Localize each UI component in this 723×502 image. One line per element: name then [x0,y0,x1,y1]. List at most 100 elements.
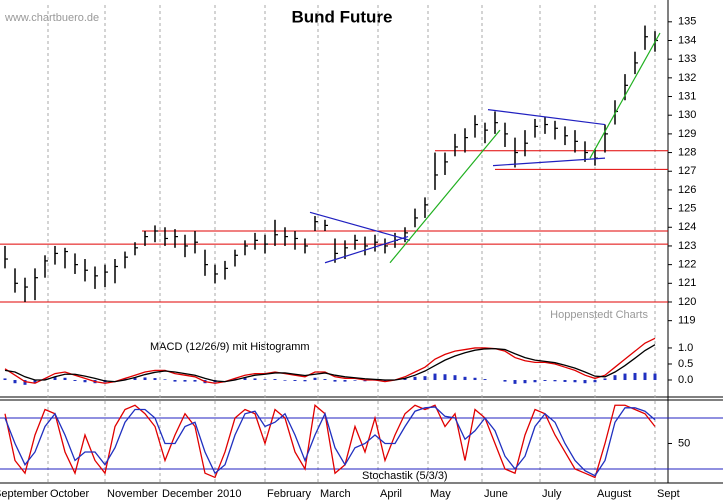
histogram-bar [503,380,507,382]
histogram-bar [303,380,307,382]
x-tick-label: April [380,488,402,500]
y-tick-label: 127 [678,165,696,177]
histogram-bar [173,380,177,382]
histogram-bar [573,380,577,383]
x-tick-label: March [320,488,351,500]
y-tick-label: 134 [678,34,696,46]
histogram-bar [633,372,637,381]
panel-label: Stochastik (5/3/3) [362,470,448,482]
histogram-bar [593,380,597,383]
x-tick-label: May [430,488,451,500]
histogram-bar [643,372,647,381]
y-tick-label: 129 [678,128,696,140]
histogram-bar [253,378,257,381]
y-tick-label: 124 [678,221,696,233]
histogram-bar [653,373,657,381]
y-tick-label: 133 [678,53,696,65]
histogram-bar [553,380,557,382]
x-tick-label: September [0,488,48,500]
histogram-bar [563,380,567,382]
histogram-bar [583,380,587,384]
histogram-bar [243,377,247,381]
y-tick-label: 121 [678,277,696,289]
chart-title: Bund Future [291,7,392,26]
histogram-bar [83,380,87,383]
histogram-bar [23,380,27,385]
histogram-bar [333,380,337,382]
histogram-bar [33,380,37,384]
histogram-bar [143,377,147,381]
series-line [4,406,656,477]
x-tick-label: February [267,488,312,500]
trend-line [492,157,606,167]
trend-line [324,236,409,264]
y-tick-label: 50 [678,437,690,449]
histogram-bar [313,377,317,381]
histogram-bar [483,379,487,381]
histogram-bar [623,373,627,381]
histogram-bar [513,380,517,384]
histogram-bar [323,379,327,381]
histogram-bar [283,380,287,381]
histogram-bar [433,373,437,381]
histogram-bar [543,380,547,381]
panel-label: MACD (12/26/9) mit Histogramm [150,341,310,353]
trend-line [389,129,501,264]
histogram-bar [523,380,527,384]
x-tick-label: August [597,488,631,500]
source: www.chartbuero.de [4,12,99,24]
y-tick-label: 1.0 [678,342,693,354]
series-line [4,404,656,479]
y-tick-label: 0.0 [678,374,693,386]
histogram-bar [53,376,57,381]
histogram-bar [463,376,467,381]
x-tick-label: November [107,488,158,500]
histogram-bar [473,377,477,381]
histogram-bar [413,376,417,381]
histogram-bar [383,380,387,382]
trend-line [589,32,661,159]
y-tick-label: 131 [678,90,696,102]
y-tick-label: 126 [678,184,696,196]
trend-line [309,211,411,241]
histogram-bar [273,379,277,381]
histogram-bar [183,380,187,382]
x-tick-label: June [484,488,508,500]
y-tick-label: 122 [678,259,696,271]
y-tick-label: 130 [678,109,696,121]
y-tick-label: 128 [678,146,696,158]
histogram-bar [3,378,7,381]
trend-line [487,109,606,126]
x-tick-label: December [162,488,213,500]
histogram-bar [163,379,167,381]
y-tick-label: 123 [678,240,696,252]
histogram-bar [233,378,237,381]
y-tick-label: 135 [678,16,696,28]
x-tick-label: 2010 [217,488,241,500]
y-tick-label: 132 [678,72,696,84]
y-tick-label: 120 [678,296,696,308]
histogram-bar [423,376,427,381]
histogram-bar [43,378,47,381]
histogram-bar [443,374,447,381]
histogram-bar [353,380,357,381]
series-line [4,344,656,383]
histogram-bar [13,380,17,384]
histogram-bar [533,380,537,383]
histogram-bar [153,378,157,381]
x-tick-label: Sept [657,488,680,500]
credit: Hoppenstedt Charts [550,309,648,321]
histogram-bar [343,380,347,382]
histogram-bar [603,378,607,381]
y-tick-label: 125 [678,202,696,214]
x-tick-label: October [50,488,89,500]
histogram-bar [73,380,77,381]
histogram-bar [263,379,267,381]
x-tick-label: July [542,488,562,500]
histogram-bar [193,380,197,382]
y-tick-label: 0.5 [678,358,693,370]
histogram-bar [133,377,137,381]
histogram-bar [293,380,297,381]
